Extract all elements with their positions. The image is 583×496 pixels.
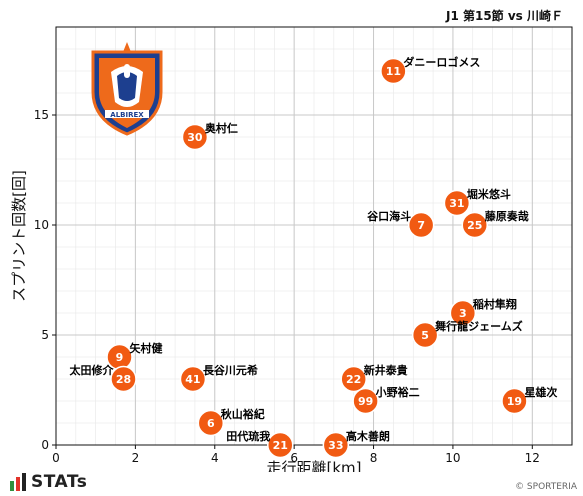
point-marker: [380, 57, 407, 85]
point-name-label: 新井泰貴: [364, 363, 408, 377]
point-number: 22: [346, 373, 361, 386]
plot-area: 0 2 4 6 8 10 12 0 5 10 15 走行距離[km] スプリント回数[回] 11ダニーロゴ…: [10, 26, 573, 472]
x-tick-label: 2: [132, 451, 140, 465]
point-name-label: 舞行龍ジェームズ: [435, 319, 523, 333]
point-number: 30: [187, 131, 203, 144]
point-number: 31: [449, 197, 464, 210]
point-name-label: 長谷川元希: [203, 363, 258, 377]
copyright: © SPORTERIA: [515, 482, 577, 492]
point-marker: [443, 189, 471, 217]
point-name-label: 谷口海斗: [367, 209, 411, 223]
stats-logo: STATs: [10, 472, 87, 492]
point-name-label: 堀米悠斗: [467, 187, 511, 201]
point-number: 21: [273, 439, 288, 452]
point-name-label: 小野裕二: [375, 385, 420, 399]
point-name-label: 稲村隼翔: [473, 297, 517, 311]
point-marker: [267, 431, 294, 459]
point-name-label: ダニーロゴメス: [403, 55, 480, 69]
data-point: 9 矢村健: [106, 341, 164, 371]
point-number: 5: [421, 329, 429, 342]
point-number: 28: [116, 373, 131, 386]
data-point: 5 舞行龍ジェームズ: [411, 319, 523, 349]
svg-text:ALBIREX: ALBIREX: [110, 111, 144, 119]
point-marker: [461, 211, 489, 239]
x-tick-label: 8: [370, 451, 378, 465]
point-name-label: 秋山裕紀: [221, 407, 265, 421]
point-number: 19: [507, 395, 522, 408]
y-tick-label: 5: [41, 328, 49, 342]
point-name-label: 田代琉我: [226, 429, 270, 443]
point-marker: [407, 211, 435, 239]
stats-wordmark: STATs: [31, 472, 88, 492]
data-point: 7 谷口海斗: [367, 209, 435, 239]
y-tick-label: 0: [41, 438, 49, 452]
point-name-label: 藤原奏哉: [485, 209, 529, 223]
point-number: 7: [417, 219, 425, 232]
point-number: 41: [185, 373, 200, 386]
point-number: 9: [116, 351, 124, 364]
point-marker: [411, 321, 439, 349]
x-tick-label: 10: [445, 451, 460, 465]
point-marker: [501, 387, 528, 415]
y-tick-label: 10: [34, 218, 49, 232]
point-number: 99: [358, 395, 373, 408]
point-marker: [179, 365, 207, 393]
y-tick-label: 15: [34, 108, 49, 122]
point-name-label: 星雄次: [524, 385, 557, 399]
data-point: 3 稲村隼翔: [449, 297, 517, 327]
plot-frame: [55, 26, 573, 446]
point-name-label: 矢村健: [130, 341, 164, 355]
team-crest-icon: ALBIREX: [91, 42, 163, 136]
point-marker: [181, 123, 209, 151]
point-marker: [322, 431, 350, 459]
page-title: J1 第15節 vs 川崎Ｆ: [445, 9, 563, 23]
point-number: 25: [467, 219, 482, 232]
x-tick-label: 0: [52, 451, 60, 465]
x-tick-label: 6: [290, 451, 298, 465]
y-axis-label: スプリント回数[回]: [10, 170, 28, 302]
point-number: 6: [207, 417, 215, 430]
x-tick-label: 4: [211, 451, 219, 465]
x-tick-label: 12: [525, 451, 540, 465]
point-marker: [197, 409, 225, 437]
point-number: 11: [386, 65, 401, 78]
point-name-label: 奥村仁: [204, 121, 238, 135]
stats-bars-icon: [10, 473, 26, 491]
point-marker: [352, 387, 379, 415]
point-number: 3: [459, 307, 467, 320]
scatter-chart: 0 2 4 6 8 10 12 0 5 10 15 走行距離[km] スプリント回数[回] 11ダニーロゴ…: [10, 26, 573, 472]
point-marker: [340, 365, 367, 393]
data-point: 6 秋山裕紀: [197, 407, 265, 437]
point-name-label: 太田修介: [68, 363, 114, 377]
point-number: 33: [328, 439, 343, 452]
x-axis-label: 走行距離[km]: [266, 459, 361, 472]
point-marker: [449, 299, 477, 327]
point-marker: [110, 365, 137, 393]
point-name-label: 高木善朗: [346, 429, 390, 443]
